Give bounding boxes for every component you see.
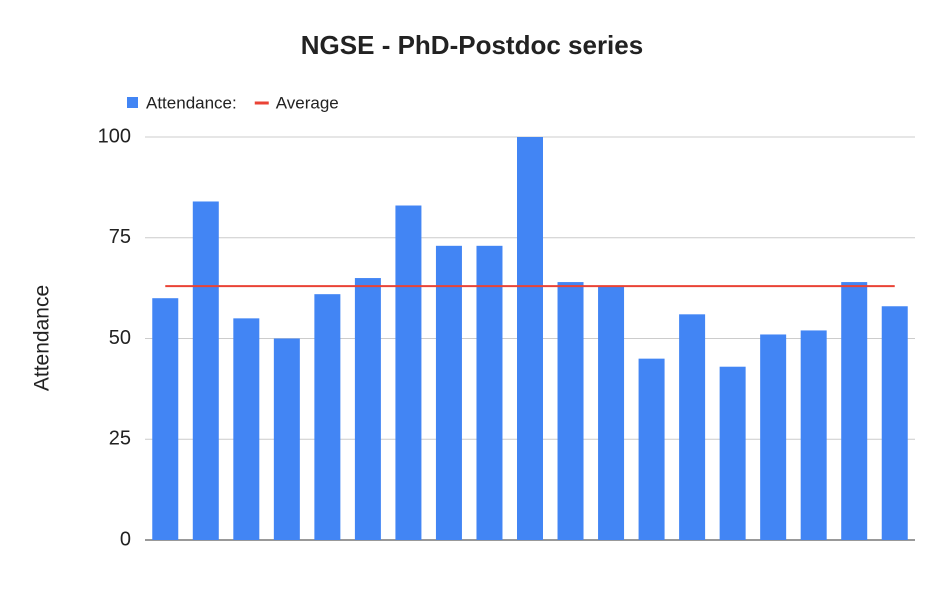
bar — [881, 306, 908, 540]
bar — [517, 137, 543, 540]
bar — [760, 334, 787, 540]
legend-swatch — [127, 97, 138, 108]
y-axis-title: Attendance — [31, 285, 54, 391]
bar — [152, 298, 179, 540]
legend-label: Average — [276, 93, 339, 112]
y-tick-label: 25 — [109, 428, 131, 450]
bar — [273, 338, 300, 540]
y-tick-label: 75 — [109, 226, 131, 248]
bar — [679, 314, 706, 540]
y-tick-label: 100 — [98, 125, 131, 147]
bar — [354, 278, 381, 540]
bar — [557, 282, 584, 540]
bar — [638, 358, 665, 540]
bar — [800, 330, 827, 540]
y-tick-label: 50 — [109, 327, 131, 349]
bar — [395, 205, 422, 540]
bar — [476, 245, 503, 540]
bar — [192, 201, 219, 541]
legend-label: Attendance: — [146, 93, 237, 112]
bar — [719, 366, 746, 540]
bar — [841, 282, 868, 540]
bar — [435, 245, 462, 540]
chart-title: NGSE - PhD-Postdoc series — [301, 30, 643, 60]
bar — [598, 286, 625, 540]
y-tick-label: 0 — [120, 528, 131, 550]
bar — [314, 294, 341, 540]
bar — [233, 318, 260, 540]
